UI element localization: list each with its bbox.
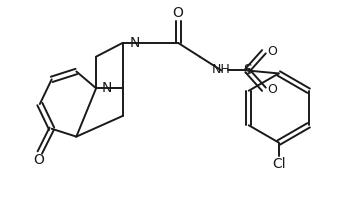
Text: Cl: Cl [272, 157, 286, 171]
Text: O: O [173, 6, 183, 20]
Text: O: O [267, 83, 277, 96]
Text: S: S [243, 62, 252, 76]
Text: O: O [267, 45, 277, 58]
Text: N: N [130, 36, 140, 50]
Text: N: N [102, 81, 112, 95]
Text: O: O [34, 153, 44, 167]
Text: NH: NH [212, 63, 231, 76]
